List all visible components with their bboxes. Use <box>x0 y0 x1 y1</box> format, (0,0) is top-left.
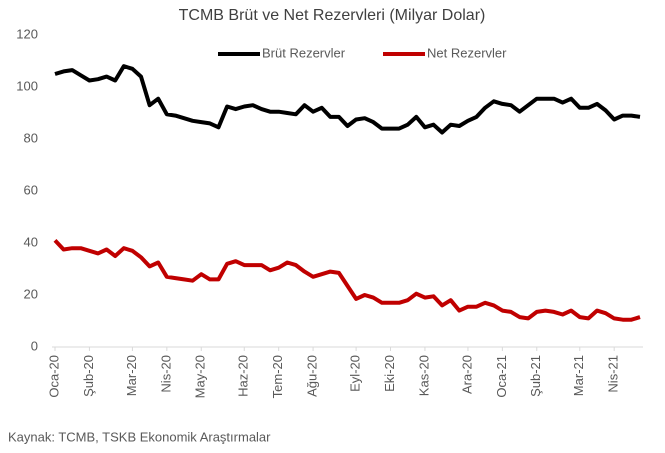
x-tick-label: Şub-20 <box>81 355 96 397</box>
x-tick-label: Şub-21 <box>528 355 543 397</box>
x-tick-label: Oca-20 <box>46 355 61 398</box>
y-tick-label: 100 <box>16 78 38 93</box>
chart-title: TCMB Brüt ve Net Rezervleri (Milyar Dola… <box>179 7 486 24</box>
x-tick-label: Mar-21 <box>571 355 586 396</box>
x-tick-label: Nis-21 <box>606 355 621 393</box>
x-tick-label: Haz-20 <box>236 355 251 397</box>
x-tick-label: Oca-21 <box>494 355 509 398</box>
source-note: Kaynak: TCMB, TSKB Ekonomik Araştırmalar <box>8 429 271 444</box>
y-tick-label: 0 <box>31 338 38 353</box>
x-tick-label: Ara-20 <box>459 355 474 394</box>
x-tick-label: Eyl-20 <box>348 355 363 392</box>
y-tick-label: 80 <box>24 130 38 145</box>
y-tick-label: 20 <box>24 286 38 301</box>
x-tick-label: Nis-20 <box>158 355 173 393</box>
y-tick-label: 60 <box>24 182 38 197</box>
series-line <box>53 239 641 322</box>
y-tick-label: 120 <box>16 26 38 41</box>
x-tick-label: Eki-20 <box>382 355 397 392</box>
x-tick-label: May-20 <box>193 355 208 398</box>
series-line <box>54 64 641 135</box>
legend-label: Net Rezervler <box>427 45 507 60</box>
y-tick-label: 40 <box>24 234 38 249</box>
legend-label: Brüt Rezervler <box>262 45 346 60</box>
x-tick-label: Ağu-20 <box>305 355 320 397</box>
x-tick-label: Tem-20 <box>270 355 285 398</box>
x-tick-label: Mar-20 <box>124 355 139 396</box>
x-tick-label: Kas-20 <box>416 355 431 396</box>
